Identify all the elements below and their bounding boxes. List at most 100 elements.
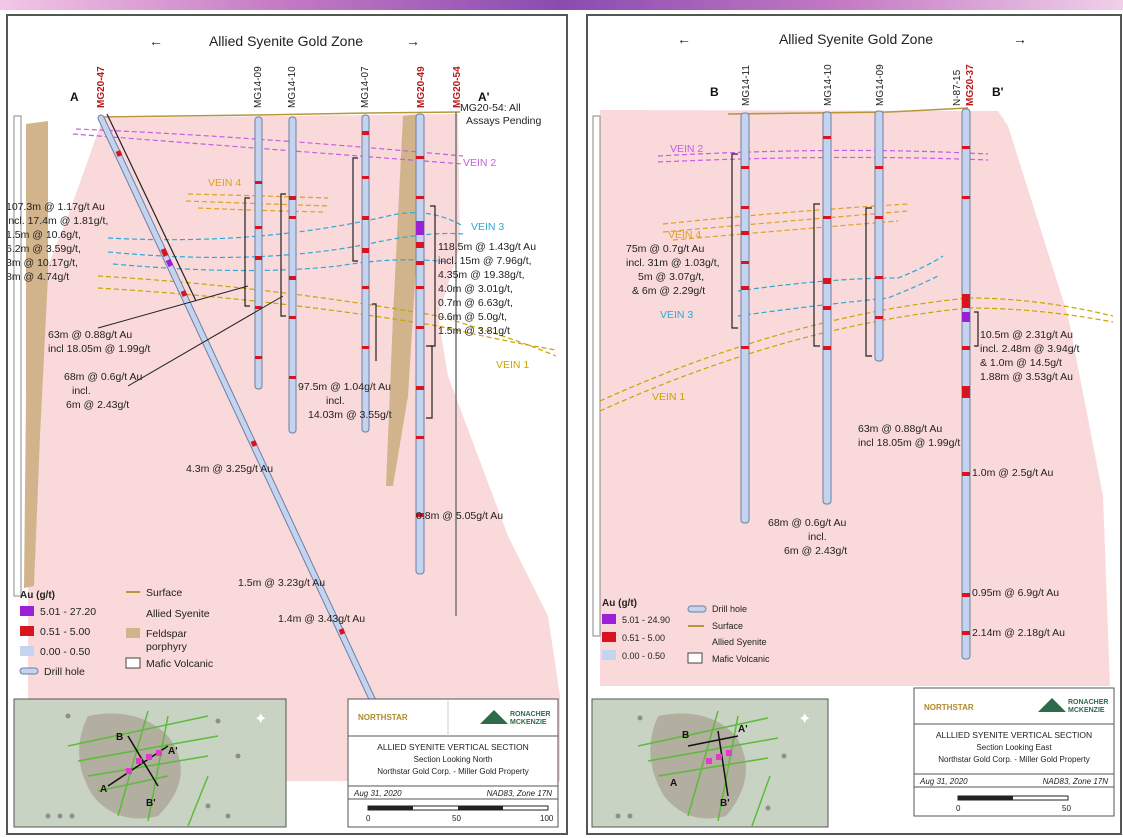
title-block-date: Aug 31, 2020: [919, 777, 968, 786]
annotation-line: incl 18.05m @ 1.99g/t: [858, 437, 960, 449]
annotation-line: 14.03m @ 3.55g/t: [308, 409, 392, 421]
annotation-line: 68m @ 0.6g/t Au: [768, 517, 847, 529]
title-block-line: Section Looking North: [414, 755, 493, 764]
legend-label: Drill hole: [44, 666, 85, 678]
annotation-line: incl.: [326, 395, 345, 407]
legend-swatch-syenite: [126, 608, 140, 618]
scale-label: 0: [956, 804, 961, 813]
legend-label: porphyry: [146, 641, 188, 653]
legend-label: Surface: [712, 621, 743, 631]
legend-title: Au (g/t): [20, 590, 55, 601]
vein-1-label: VEIN 1: [496, 359, 529, 371]
title-block: NORTHSTAR RONACHER MCKENZIE ALLIED SYENI…: [347, 698, 559, 828]
section-label-b: B: [710, 85, 719, 99]
top-banner-strip: [0, 0, 1123, 10]
ronacher-logo-text: RONACHER: [510, 711, 550, 718]
surface-line: [727, 107, 969, 115]
scale-label: 0: [366, 814, 371, 823]
section-a-drawing: Allied Syenite Gold Zone ← → A A' MG20-4…: [6, 33, 560, 828]
legend-label: 0.00 - 0.50: [40, 646, 90, 658]
legend-label: Mafic Volcanic: [146, 658, 213, 670]
annotation-mg20-37-deep3: 2.14m @ 2.18g/t Au: [972, 627, 1065, 639]
drill-hole-mg14-07[interactable]: [361, 114, 370, 433]
drill-hole-mg14-10[interactable]: [288, 116, 297, 434]
annotation-line: 4.0m @ 3.01g/t,: [438, 283, 513, 295]
drill-hole-mg20-37[interactable]: [961, 108, 971, 660]
depth-scale-bar: [13, 115, 22, 597]
annotation-mg14-10: 68m @ 0.6g/t Au incl. 6m @ 2.43g/t: [64, 371, 143, 411]
annotation-line: incl.: [808, 531, 827, 543]
legend-label: Feldspar: [146, 628, 187, 640]
map-label: A': [738, 724, 748, 735]
hole-label-mg20-54: MG20-54: [452, 66, 463, 108]
annotation-line: & 1.0m @ 14.5g/t: [980, 357, 1062, 369]
map-label: B: [682, 730, 689, 741]
drill-hole-mg20-49[interactable]: [415, 113, 425, 575]
drill-hole-mg14-09[interactable]: [874, 110, 884, 362]
annotation-mg14-09: 63m @ 0.88g/t Au incl 18.05m @ 1.99g/t: [858, 423, 960, 449]
vein-3-label: VEIN 3: [471, 221, 504, 233]
annotation-mg20-47-deep3: 1.4m @ 3.43g/t Au: [278, 613, 365, 625]
arrow-left-icon: ←: [149, 33, 163, 49]
scale-label: 50: [1062, 804, 1071, 813]
drill-hole-mg14-09[interactable]: [254, 116, 263, 390]
hole-label-mg14-11: MG14-11: [741, 65, 752, 106]
vein-4-label: VEIN 4: [668, 229, 701, 241]
inset-location-map: ✦ B A' A B': [591, 698, 829, 828]
annotation-line: 1.88m @ 3.53g/t Au: [980, 371, 1073, 383]
map-label: B': [720, 798, 730, 809]
section-label-a: A: [70, 90, 79, 104]
legend-swatch-low: [20, 646, 34, 656]
legend: Au (g/t) 5.01 - 27.20 0.51 - 5.00 0.00 -…: [19, 587, 213, 678]
hole-label-mg14-10: MG14-10: [823, 64, 834, 106]
annotation-mg14-10: 68m @ 0.6g/t Au incl. 6m @ 2.43g/t: [768, 517, 847, 557]
legend-label: Drill hole: [712, 604, 747, 614]
annotation-line: 3m @ 10.17g/t,: [8, 257, 78, 269]
annotation-line: incl. 17.4m @ 1.81g/t,: [8, 215, 108, 227]
hole-label-mg20-49: MG20-49: [416, 66, 427, 108]
annotation-line: 68m @ 0.6g/t Au: [64, 371, 143, 383]
annotation-line: 0.7m @ 6.63g/t,: [438, 297, 513, 309]
mckenzie-logo-text: MCKENZIE: [510, 719, 547, 726]
drill-hole-mg20-47[interactable]: [97, 114, 384, 720]
annotation-mg20-47-deep2: 1.5m @ 3.23g/t Au: [238, 577, 325, 589]
interval-brackets: [244, 157, 436, 419]
map-label: B: [116, 732, 123, 743]
annotation-line: 97.5m @ 1.04g/t Au: [298, 381, 391, 393]
annotation-mg14-09: 63m @ 0.88g/t Au incl 18.05m @ 1.99g/t: [48, 329, 150, 355]
legend-label: Allied Syenite: [146, 608, 210, 620]
legend: Au (g/t) 5.01 - 24.90 0.51 - 5.00 0.00 -…: [602, 598, 770, 664]
annotation-line: & 6m @ 2.29g/t: [632, 285, 705, 297]
hole-label-mg20-37: MG20-37: [965, 64, 976, 106]
annotation-line: incl. 2.48m @ 3.94g/t: [980, 343, 1079, 355]
legend-label: 0.00 - 0.50: [622, 651, 665, 661]
mckenzie-logo-text: MCKENZIE: [1068, 707, 1105, 714]
drill-hole-mg14-11[interactable]: [740, 112, 750, 524]
scale-label: 50: [452, 814, 461, 823]
feldspar-porphyry-mid: [386, 114, 420, 486]
title-block-line: ALLLIED SYENITE VERTICAL SECTION: [936, 730, 1092, 740]
vein-2-label: VEIN 2: [670, 143, 703, 155]
drill-hole-mg14-10[interactable]: [822, 111, 832, 505]
section-panel-north: Allied Syenite Gold Zone ← → A A' MG20-4…: [6, 14, 568, 835]
legend-label: 0.51 - 5.00: [622, 633, 665, 643]
northstar-logo: NORTHSTAR: [924, 703, 974, 712]
annotation-line: 75m @ 0.7g/t Au: [626, 243, 705, 255]
annotation-mg20-47: 107.3m @ 1.17g/t Au incl. 17.4m @ 1.81g/…: [6, 201, 108, 283]
allied-syenite-body: [28, 114, 560, 781]
annotation-line: 63m @ 0.88g/t Au: [48, 329, 132, 341]
ronacher-logo-icon: [480, 710, 508, 724]
legend-swatch-drill-hole: [19, 667, 39, 675]
section-panel-east: Allied Syenite Gold Zone ← → B B' MG14-1…: [586, 14, 1122, 835]
arrow-right-icon: →: [406, 33, 420, 49]
ronacher-logo-text: RONACHER: [1068, 699, 1108, 706]
surface-line: [99, 111, 461, 118]
annotation-mg20-37: 10.5m @ 2.31g/t Au incl. 2.48m @ 3.94g/t…: [980, 329, 1079, 383]
vein-4-label: VEIN 4: [208, 177, 241, 189]
annotation-mg20-47-deep1: 4.3m @ 3.25g/t Au: [186, 463, 273, 475]
legend-swatch-mid: [20, 626, 34, 636]
title-block-zone: NAD83, Zone 17N: [1043, 777, 1109, 786]
legend-swatch-porphyry: [126, 628, 140, 638]
vein-1-label: VEIN 1: [652, 391, 685, 403]
annotation-line: incl 18.05m @ 1.99g/t: [48, 343, 150, 355]
